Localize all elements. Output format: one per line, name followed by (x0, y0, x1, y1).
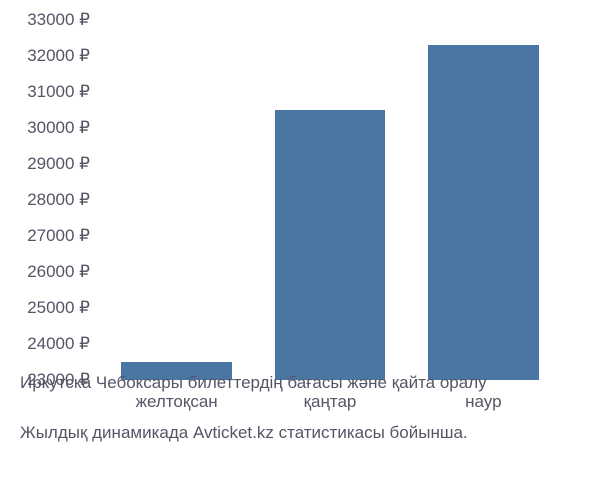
y-tick-label: 32000 ₽ (27, 46, 100, 66)
bar (275, 110, 385, 380)
y-tick-label: 29000 ₽ (27, 154, 100, 174)
plot-area: 23000 ₽24000 ₽25000 ₽26000 ₽27000 ₽28000… (100, 20, 560, 380)
y-tick-label: 31000 ₽ (27, 82, 100, 102)
y-tick-label: 30000 ₽ (27, 118, 100, 138)
y-tick-label: 25000 ₽ (27, 298, 100, 318)
y-tick-label: 33000 ₽ (27, 10, 100, 30)
chart-caption: Иркутска Чебоксары билеттердің бағасы жә… (20, 347, 487, 470)
caption-line-2: Жылдық динамикада Avticket.kz статистика… (20, 421, 487, 446)
y-tick-label: 28000 ₽ (27, 190, 100, 210)
bar (428, 45, 538, 380)
price-chart: 23000 ₽24000 ₽25000 ₽26000 ₽27000 ₽28000… (0, 0, 600, 500)
y-tick-label: 26000 ₽ (27, 262, 100, 282)
caption-line-1: Иркутска Чебоксары билеттердің бағасы жә… (20, 371, 487, 396)
y-tick-label: 27000 ₽ (27, 226, 100, 246)
